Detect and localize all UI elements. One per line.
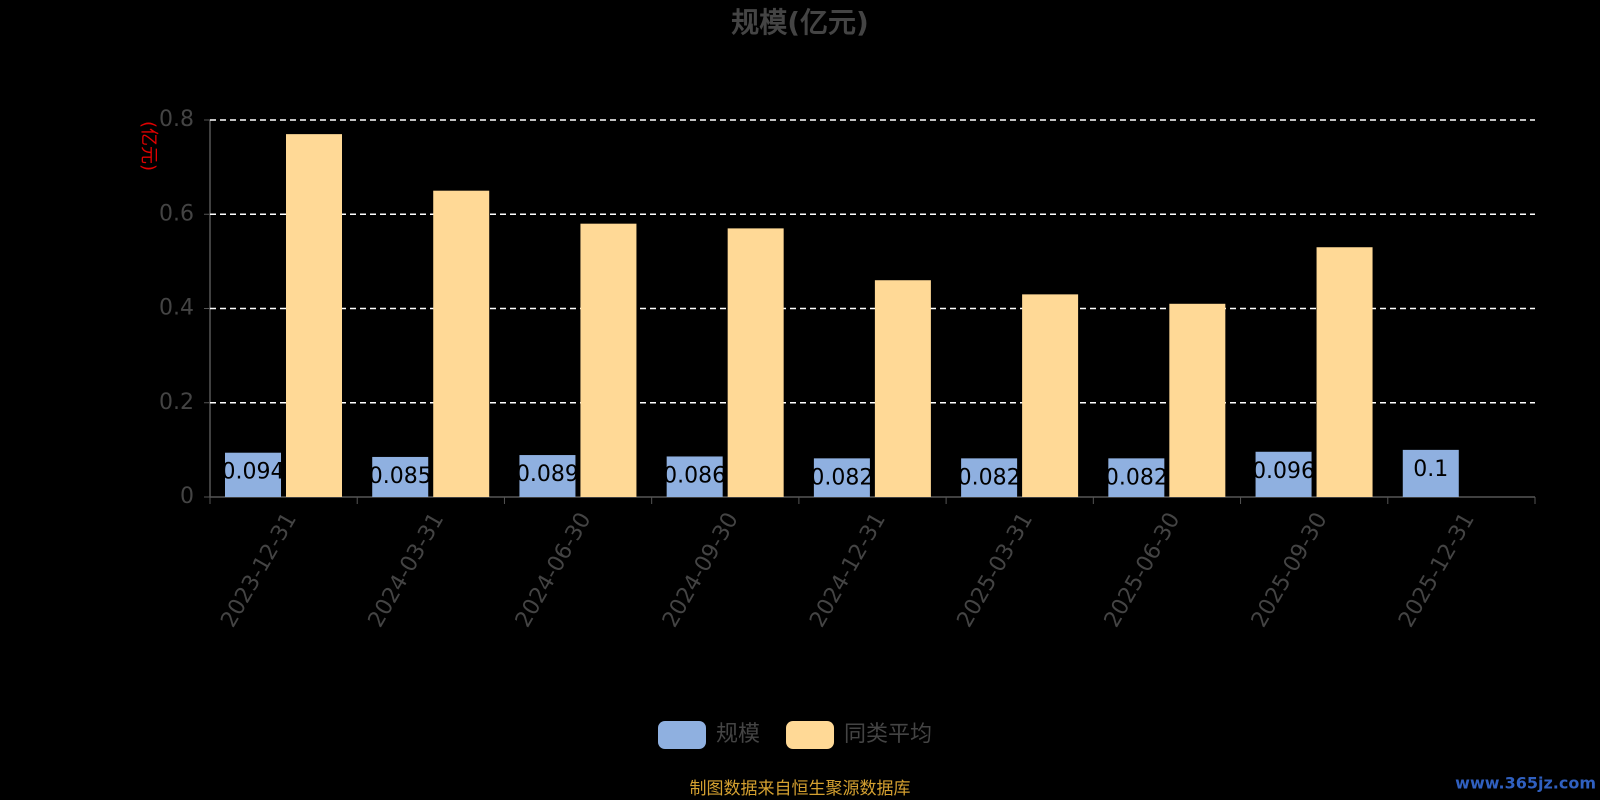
bar bbox=[372, 456, 429, 497]
bar bbox=[1022, 294, 1079, 497]
y-tick-label: 0.2 bbox=[159, 390, 194, 415]
value-label: 0.082 bbox=[1105, 465, 1168, 490]
watermark: www.365jz.com bbox=[1455, 774, 1596, 793]
bar bbox=[1108, 458, 1165, 497]
x-tick-label: 2025-12-31 bbox=[1394, 509, 1480, 632]
legend-swatch bbox=[786, 721, 835, 749]
bar bbox=[727, 228, 784, 497]
x-tick-label: 2024-03-31 bbox=[364, 509, 450, 632]
legend-label: 同类平均 bbox=[844, 722, 932, 747]
y-tick-label: 0.6 bbox=[159, 201, 194, 226]
chart-title: 规模(亿元) bbox=[731, 6, 869, 39]
bar bbox=[1316, 247, 1373, 497]
bar bbox=[1402, 449, 1459, 497]
bar bbox=[666, 456, 723, 497]
y-tick-label: 0.8 bbox=[159, 107, 194, 132]
bar bbox=[519, 455, 576, 497]
bar bbox=[874, 280, 931, 497]
bar bbox=[286, 134, 342, 497]
value-label: 0.096 bbox=[1252, 459, 1315, 484]
source-note: 制图数据来自恒生聚源数据库 bbox=[690, 779, 911, 799]
bar bbox=[1169, 303, 1226, 497]
value-label: 0.085 bbox=[369, 464, 432, 489]
x-tick-label: 2024-06-30 bbox=[511, 509, 597, 632]
value-label: 0.082 bbox=[810, 465, 873, 490]
x-tick-label: 2025-03-31 bbox=[953, 509, 1039, 632]
bar bbox=[1255, 451, 1312, 497]
value-label: 0.082 bbox=[958, 465, 1021, 490]
x-tick-label: 2023-12-31 bbox=[216, 509, 302, 632]
y-tick-label: 0.4 bbox=[159, 296, 194, 321]
bar bbox=[433, 190, 490, 497]
bar bbox=[580, 223, 637, 498]
value-label: 0.089 bbox=[516, 462, 579, 487]
x-tick-label: 2024-12-31 bbox=[805, 509, 891, 632]
y-tick-label: 0 bbox=[180, 484, 194, 509]
x-tick-label: 2025-09-30 bbox=[1247, 509, 1333, 632]
value-label: 0.094 bbox=[222, 460, 285, 485]
bar bbox=[813, 458, 870, 497]
value-label: 0.086 bbox=[663, 463, 726, 488]
value-label: 0.1 bbox=[1413, 457, 1448, 482]
x-tick-label: 2024-09-30 bbox=[658, 509, 744, 632]
bar bbox=[961, 458, 1018, 497]
legend-swatch bbox=[658, 721, 706, 749]
x-tick-label: 2025-06-30 bbox=[1100, 509, 1186, 632]
bar bbox=[225, 452, 281, 497]
y-axis-label: (亿元) bbox=[138, 121, 159, 171]
legend-label: 规模 bbox=[716, 722, 760, 747]
